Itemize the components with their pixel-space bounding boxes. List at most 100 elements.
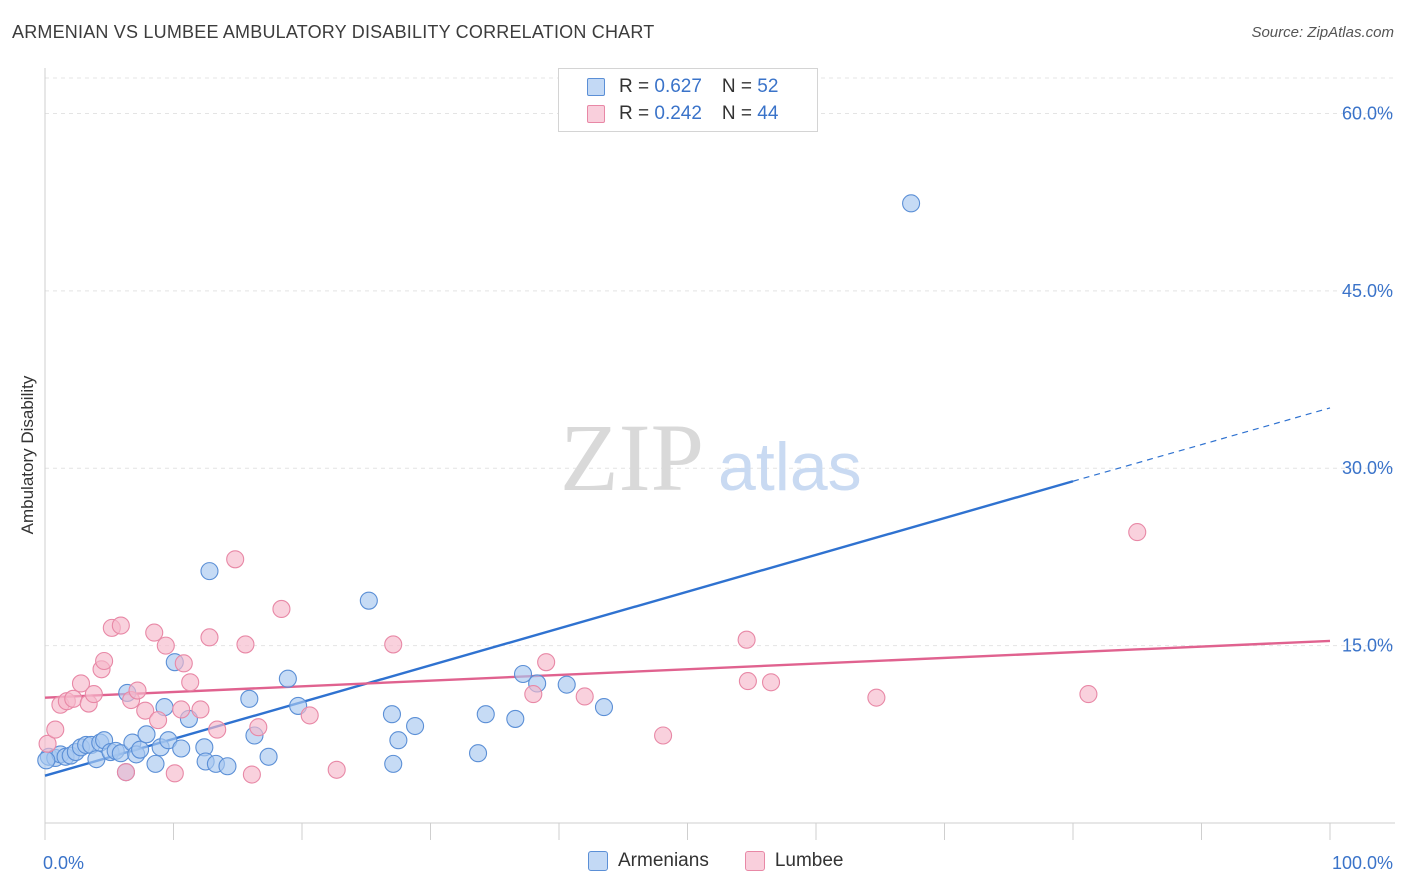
armenian-point <box>384 754 403 773</box>
armenian-point <box>506 709 525 728</box>
lumbee-point <box>575 687 594 706</box>
armenian-point <box>146 754 165 773</box>
armenian-trend-extension <box>1072 407 1331 482</box>
lumbee-point <box>64 689 83 708</box>
y-tick-label: 15.0% <box>1342 636 1393 656</box>
lumbee-point <box>738 672 757 691</box>
y-tick-label: 45.0% <box>1342 281 1393 301</box>
x-tick-label: 100.0% <box>1332 853 1393 873</box>
legend-swatch-armenians <box>588 851 608 871</box>
lumbee-point <box>145 623 164 642</box>
lumbee-point <box>300 706 319 725</box>
lumbee-point <box>172 700 191 719</box>
source-label: Source: ZipAtlas.com <box>1251 24 1394 41</box>
lumbee-point <box>95 651 114 671</box>
legend-row-lumbee: R = 0.242 N = 44 <box>587 102 778 126</box>
armenian-point <box>476 705 495 724</box>
armenian-point <box>137 725 156 744</box>
lumbee-point <box>242 765 261 784</box>
lumbee-point <box>136 701 155 720</box>
armenian-point <box>131 740 150 759</box>
legend-n-value: 44 <box>757 103 779 124</box>
x-tick-labels: 0.0% 100.0% <box>43 853 1393 873</box>
armenian-trend-line <box>44 480 1074 777</box>
lumbee-point <box>38 734 57 753</box>
lumbee-point <box>191 700 210 719</box>
legend-r-value: 0.242 <box>654 103 702 124</box>
lumbee-point <box>327 760 346 779</box>
legend-item-lumbee: Lumbee <box>744 850 844 872</box>
armenian-point <box>557 675 576 694</box>
legend-item-armenians: Armenians <box>588 850 709 872</box>
lumbee-point <box>156 636 175 655</box>
armenian-point <box>159 731 178 750</box>
armenian-point <box>902 194 921 213</box>
lumbee-point <box>737 630 756 649</box>
legend-label-armenians: Armenians <box>618 850 709 871</box>
armenian-point <box>468 744 488 763</box>
lumbee-point <box>384 635 403 654</box>
legend-r-label: R = <box>619 76 655 97</box>
lumbee-trend-line <box>44 639 1331 699</box>
armenian-point <box>406 716 425 736</box>
armenian-point <box>382 705 402 724</box>
lumbee-point <box>236 635 255 654</box>
legend-swatch-lumbee <box>744 851 765 871</box>
lumbee-point <box>654 726 673 745</box>
armenian-point <box>200 562 219 581</box>
watermark-atlas: atlas <box>718 429 862 505</box>
lumbee-point <box>111 616 130 635</box>
y-tick-label: 30.0% <box>1342 458 1393 478</box>
gridlines <box>45 77 1395 647</box>
legend-swatch-armenians <box>587 78 605 96</box>
lumbee-point <box>249 718 268 737</box>
legend-n-value: 52 <box>757 76 779 97</box>
lumbee-point <box>149 711 168 730</box>
armenian-point <box>240 689 259 708</box>
lumbee-point <box>174 654 193 673</box>
lumbee-point <box>524 685 543 704</box>
lumbee-point <box>46 720 65 739</box>
lumbee-point <box>128 681 147 700</box>
lumbee-point <box>200 628 219 647</box>
armenian-point <box>278 669 297 688</box>
armenian-point <box>259 747 278 766</box>
lumbee-point <box>181 673 200 692</box>
chart-title: ARMENIAN VS LUMBEE AMBULATORY DISABILITY… <box>12 22 655 42</box>
lumbee-point <box>272 599 291 619</box>
legend-r-label: R = <box>619 103 655 124</box>
watermark-zip: ZIP <box>560 404 704 511</box>
armenian-point <box>389 731 408 750</box>
lumbee-point <box>165 764 184 783</box>
x-tick-label: 0.0% <box>43 853 84 873</box>
lumbee-point <box>116 763 136 782</box>
y-axis-title: Ambulatory Disability <box>18 375 37 535</box>
stats-legend: R = 0.627 N = 52 R = 0.242 N = 44 <box>558 68 818 132</box>
lumbee-point <box>208 720 227 739</box>
legend-label-lumbee: Lumbee <box>774 850 844 871</box>
lumbee-point <box>867 688 886 707</box>
lumbee-point <box>761 673 781 692</box>
legend-n-label: N = <box>721 76 758 97</box>
legend-r-value: 0.627 <box>654 76 702 97</box>
y-tick-label: 60.0% <box>1342 103 1393 123</box>
watermark: ZIP atlas <box>560 404 862 511</box>
lumbee-point <box>1128 523 1147 542</box>
armenian-point <box>513 664 533 684</box>
lumbee-point <box>71 674 91 693</box>
y-tick-labels: 15.0% 30.0% 45.0% 60.0% <box>1342 103 1393 655</box>
lumbee-point <box>537 653 556 672</box>
axes <box>44 68 1395 840</box>
armenian-point <box>218 757 237 776</box>
legend-row-armenians: R = 0.627 N = 52 <box>587 75 778 99</box>
lumbee-point <box>84 685 103 704</box>
legend-n-label: N = <box>721 103 758 124</box>
armenian-point <box>594 698 614 717</box>
armenian-point <box>172 739 191 758</box>
data-points <box>37 194 1147 784</box>
lumbee-point <box>1079 685 1098 704</box>
armenian-point <box>359 591 378 610</box>
series-legend: Armenians Lumbee <box>588 850 880 872</box>
armenian-point <box>37 751 56 770</box>
